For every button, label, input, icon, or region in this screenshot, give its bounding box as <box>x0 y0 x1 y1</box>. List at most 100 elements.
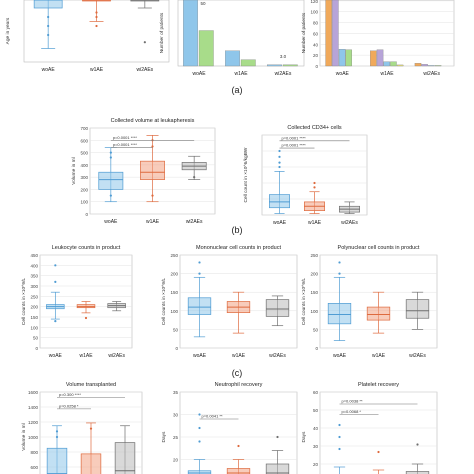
chart-c3: 250 200 150 100 50 0 Polynuclear cell counts i… <box>301 245 438 359</box>
outlier-point <box>95 24 98 28</box>
y-tick-label: 250 <box>170 253 178 258</box>
x-tick-label: w1AE <box>308 220 322 226</box>
significance-label: p=0.0001 **** <box>113 135 138 140</box>
outlier-point <box>95 11 98 14</box>
outlier-point <box>47 33 50 37</box>
bar <box>225 50 240 67</box>
outlier-point <box>151 145 154 148</box>
outlier-point <box>237 444 240 448</box>
outlier-point <box>109 194 112 197</box>
y-tick-label: 350 <box>30 274 38 279</box>
outlier-point <box>54 280 57 283</box>
y-tick-label: 200 <box>30 305 38 310</box>
y-tick-label: 200 <box>310 272 318 277</box>
outlier-point <box>143 41 146 44</box>
significance-label: p=0.0001 **** <box>282 135 307 140</box>
outlier-point <box>89 427 93 430</box>
outlier-point <box>338 447 341 451</box>
y-tick-label: 450 <box>30 253 38 258</box>
bar <box>421 64 428 67</box>
chart-b2: Collected CD34+ cells Cell count in ×10^6… <box>243 125 368 226</box>
y-axis-label: Cell counts in ×10^9/L <box>21 278 27 326</box>
y-tick-label: 0 <box>35 346 38 351</box>
panel-label-c: (c) <box>232 368 243 378</box>
y-axis-label: Volume in ml <box>21 423 27 450</box>
chart-d2: 3530252015Neutrophil recoveryDayswoAEw1A… <box>161 382 298 474</box>
y-tick-label: 20 <box>173 458 179 463</box>
y-tick-label: 250 <box>30 294 38 299</box>
y-tick-label: 300 <box>30 284 38 289</box>
chart-title: Neutrophil recovery <box>215 382 263 388</box>
x-tick-label: w1AE <box>232 353 246 359</box>
bar <box>428 65 435 67</box>
outlier-point <box>55 430 59 433</box>
box-wi2AEs <box>265 463 290 474</box>
bar <box>396 64 404 67</box>
y-tick-label: 50 <box>33 336 39 341</box>
y-tick-label: 100 <box>310 10 318 15</box>
outlier-point <box>278 165 281 169</box>
outlier-point <box>276 435 279 439</box>
outlier-point <box>193 176 196 179</box>
bar <box>414 63 422 67</box>
y-tick-label: 200 <box>170 272 178 277</box>
bar-value-label: 3.0 <box>280 54 287 59</box>
x-tick-label: w1AE <box>79 353 93 359</box>
bar <box>345 49 352 67</box>
x-tick-label: wi2AEs <box>186 219 203 225</box>
y-tick-label: 60 <box>313 31 319 36</box>
x-tick-label: w1AE <box>146 219 160 225</box>
y-tick-label: 700 <box>80 126 88 131</box>
chart-title: Collected CD34+ cells <box>287 125 342 131</box>
panel-label-b: (b) <box>232 225 243 235</box>
chart-a1: Age in years woAE w1AE wi2AEs <box>5 0 170 73</box>
bar <box>370 50 377 67</box>
y-tick-label: 200 <box>80 187 88 192</box>
outlier-point <box>198 261 201 264</box>
chart-d3: 605040302010Platelet recoveryDayswoAEw1A… <box>301 382 438 474</box>
y-tick-label: 40 <box>313 42 319 47</box>
y-tick-label: 25 <box>173 435 179 440</box>
box-woAE <box>327 303 352 325</box>
x-tick-label: w1AE <box>234 71 248 77</box>
significance-label: p=0.300 **** <box>59 392 81 397</box>
outlier-point <box>47 15 50 19</box>
x-tick-label: woAE <box>336 71 350 77</box>
box-w1AE <box>140 160 165 180</box>
y-tick-label: 100 <box>310 309 318 314</box>
y-axis-label: Age in years <box>5 17 11 44</box>
significance-label: p=0.0001 **** <box>113 142 138 147</box>
bar <box>267 64 282 67</box>
outlier-point <box>47 24 50 28</box>
bar <box>434 65 442 67</box>
chart-a3: 120 100 80 60 40 20 0 Number of patients woAE w1A… <box>301 0 455 77</box>
plot-area <box>319 391 438 474</box>
y-tick-label: 0 <box>315 346 318 351</box>
y-tick-label: 35 <box>173 390 179 395</box>
y-tick-label: 0 <box>175 346 178 351</box>
chart-title: Volume transplanted <box>66 382 116 388</box>
y-axis-label: Volume in ml <box>71 157 77 184</box>
bar <box>376 49 384 67</box>
y-axis-label: Days <box>301 431 307 443</box>
box-woAE <box>269 194 291 209</box>
outlier-point <box>377 450 380 454</box>
y-tick-label: 50 <box>313 327 319 332</box>
box-woAE <box>46 447 68 474</box>
y-tick-label: 50 <box>313 408 319 413</box>
y-tick-label: 100 <box>80 200 88 205</box>
outlier-point <box>198 440 201 443</box>
outlier-point <box>278 161 281 164</box>
y-axis-label: Number of patients <box>301 12 307 53</box>
x-tick-label: wi2AEs <box>423 71 440 77</box>
x-tick-label: wi2AEs <box>275 71 292 77</box>
y-axis-label: Cell counts in ×10^9/L <box>301 278 307 326</box>
chart-d1: 1600140012001000800600400Volume transpla… <box>21 382 143 474</box>
panel-label-a: (a) <box>232 85 243 95</box>
bar <box>325 0 332 67</box>
chart-a2: Number of patients woAE w1AE wi2AEs 3.0 50 <box>159 0 305 77</box>
chart-title: Polynuclear cell counts in product <box>338 245 420 251</box>
box-w1AE <box>366 306 391 321</box>
y-tick-label: 0 <box>315 64 318 69</box>
x-tick-label: w1AE <box>90 67 104 73</box>
